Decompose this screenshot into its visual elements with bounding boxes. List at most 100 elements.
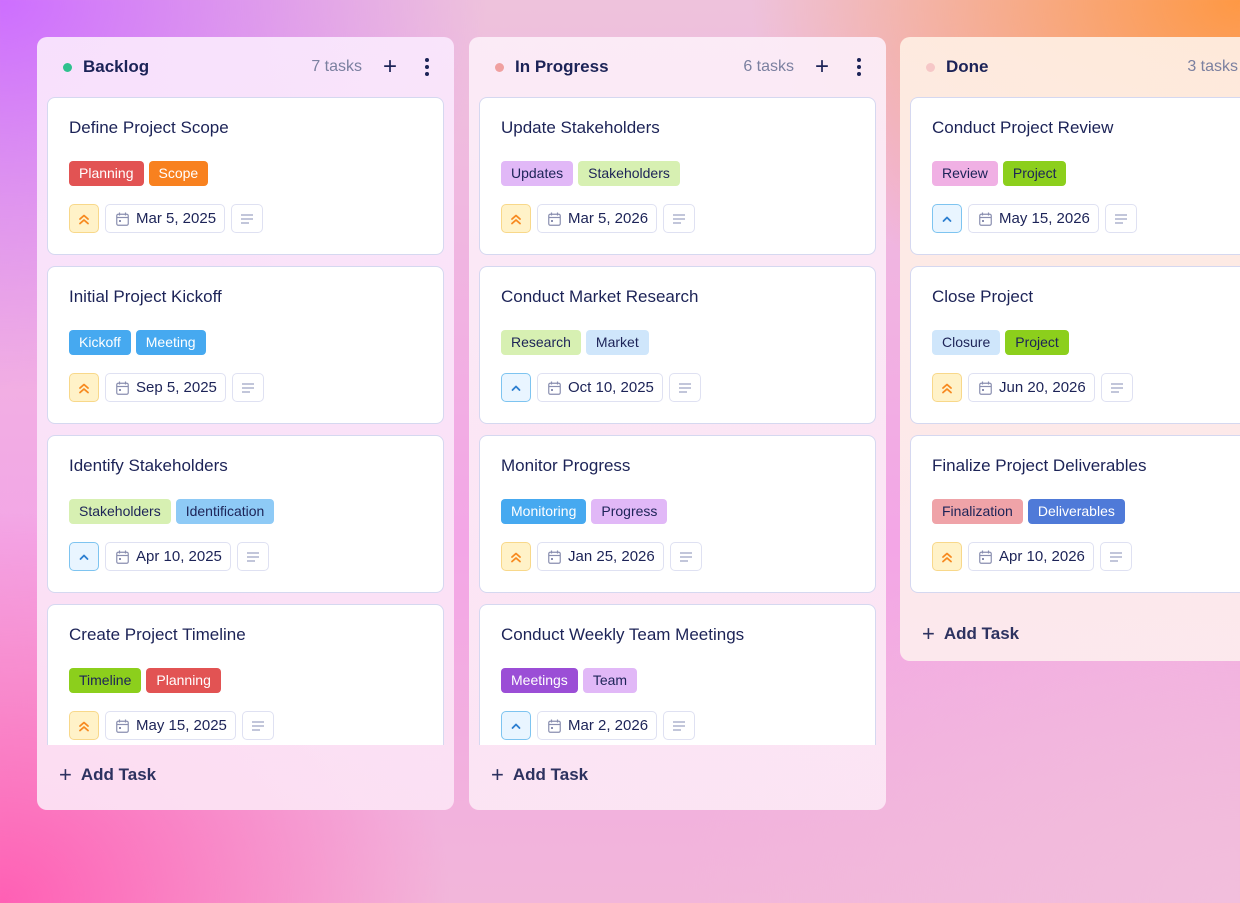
priority-high-badge[interactable] — [932, 373, 962, 402]
due-date-chip[interactable]: Jan 25, 2026 — [537, 542, 664, 571]
due-date-chip[interactable]: Mar 5, 2026 — [537, 204, 658, 233]
due-date-chip[interactable]: May 15, 2026 — [968, 204, 1099, 233]
tag-project[interactable]: Project — [1002, 161, 1067, 186]
tag-research[interactable]: Research — [501, 330, 581, 355]
task-meta: Oct 10, 2025 — [501, 373, 855, 402]
priority-medium-badge[interactable] — [69, 542, 99, 571]
notes-button[interactable] — [231, 373, 264, 402]
tag-meeting[interactable]: Meeting — [135, 330, 206, 355]
task-card[interactable]: Update Stakeholders Updates Stakeholders … — [479, 97, 876, 255]
card-list[interactable]: Define Project Scope Planning Scope Mar 5… — [47, 97, 444, 745]
due-date-chip[interactable]: Mar 5, 2025 — [105, 204, 226, 233]
task-title: Close Project — [932, 287, 1034, 306]
tag-deliverables[interactable]: Deliverables — [1027, 499, 1125, 524]
due-date-chip[interactable]: Apr 10, 2026 — [968, 542, 1094, 571]
notes-button[interactable] — [1104, 204, 1137, 233]
tag-meetings[interactable]: Meetings — [501, 668, 578, 693]
priority-high-badge[interactable] — [69, 204, 99, 233]
due-date-chip[interactable]: Mar 2, 2026 — [537, 711, 658, 740]
notes-button[interactable] — [663, 204, 696, 233]
tag-project[interactable]: Project — [1005, 330, 1069, 355]
notes-lines-icon — [246, 551, 259, 562]
notes-button[interactable] — [241, 711, 274, 740]
task-card[interactable]: Conduct Weekly Team Meetings Meetings Tea… — [479, 604, 876, 745]
priority-high-badge[interactable] — [932, 542, 962, 571]
tag-team[interactable]: Team — [582, 668, 638, 693]
due-date: Oct 10, 2025 — [568, 379, 654, 396]
tag-list: Meetings Team — [501, 668, 855, 693]
task-card[interactable]: Conduct Project Review Review Project May… — [910, 97, 1240, 255]
add-task-button[interactable]: + Add Task — [491, 764, 588, 786]
add-task-button[interactable]: + Add Task — [922, 623, 1019, 645]
calendar-icon — [116, 212, 129, 226]
due-date-chip[interactable]: Jun 20, 2026 — [968, 373, 1095, 402]
tag-progress[interactable]: Progress — [591, 499, 668, 524]
tag-market[interactable]: Market — [585, 330, 649, 355]
chevrons-up-icon — [942, 552, 952, 562]
task-card[interactable]: Conduct Market Research Research Market O… — [479, 266, 876, 424]
due-date-chip[interactable]: Sep 5, 2025 — [105, 373, 226, 402]
tag-review[interactable]: Review — [932, 161, 998, 186]
add-task-icon-button[interactable]: + — [382, 53, 397, 80]
task-card[interactable]: Finalize Project Deliverables Finalizati… — [910, 435, 1240, 593]
card-list[interactable]: Conduct Project Review Review Project May… — [910, 97, 1240, 604]
priority-medium-badge[interactable] — [501, 711, 531, 740]
tag-timeline[interactable]: Timeline — [69, 668, 142, 693]
due-date: Apr 10, 2025 — [136, 548, 222, 565]
tag-kickoff[interactable]: Kickoff — [69, 330, 131, 355]
task-card[interactable]: Create Project Timeline Timeline Planning… — [47, 604, 444, 745]
tag-list: Monitoring Progress — [501, 499, 855, 524]
tag-list: Review Project — [932, 161, 1230, 186]
tag-scope[interactable]: Scope — [148, 161, 209, 186]
tag-stakeholders[interactable]: Stakeholders — [69, 499, 171, 524]
notes-button[interactable] — [231, 204, 264, 233]
more-options-icon[interactable] — [422, 58, 432, 76]
due-date-chip[interactable]: Apr 10, 2025 — [105, 542, 231, 571]
tag-finalization[interactable]: Finalization — [932, 499, 1023, 524]
notes-button[interactable] — [663, 711, 696, 740]
notes-button[interactable] — [1099, 542, 1132, 571]
priority-high-badge[interactable] — [69, 711, 99, 740]
due-date: Apr 10, 2026 — [999, 548, 1085, 565]
tag-planning[interactable]: Planning — [69, 161, 144, 186]
notes-lines-icon — [679, 551, 692, 562]
tag-closure[interactable]: Closure — [932, 330, 1001, 355]
task-card[interactable]: Close Project Closure Project Jun 20, 202… — [910, 266, 1240, 424]
card-list[interactable]: Update Stakeholders Updates Stakeholders … — [479, 97, 876, 745]
chevrons-up-icon — [511, 552, 521, 562]
tag-monitoring[interactable]: Monitoring — [501, 499, 587, 524]
priority-high-badge[interactable] — [501, 204, 531, 233]
priority-medium-badge[interactable] — [501, 373, 531, 402]
chevron-up-icon — [511, 723, 521, 729]
priority-high-badge[interactable] — [501, 542, 531, 571]
tag-stakeholders[interactable]: Stakeholders — [578, 161, 680, 186]
tag-identification[interactable]: Identification — [175, 499, 275, 524]
tag-list: Updates Stakeholders — [501, 161, 855, 186]
task-card[interactable]: Define Project Scope Planning Scope Mar 5… — [47, 97, 444, 255]
task-card[interactable]: Identify Stakeholders Stakeholders Identi… — [47, 435, 444, 593]
due-date-chip[interactable]: May 15, 2025 — [105, 711, 236, 740]
chevrons-up-icon — [79, 721, 89, 731]
priority-high-badge[interactable] — [69, 373, 99, 402]
notes-button[interactable] — [668, 373, 701, 402]
tag-planning[interactable]: Planning — [146, 668, 221, 693]
due-date-chip[interactable]: Oct 10, 2025 — [537, 373, 663, 402]
due-date: May 15, 2025 — [136, 717, 227, 734]
calendar-icon — [116, 381, 129, 395]
more-options-icon[interactable] — [854, 58, 864, 76]
calendar-icon — [548, 550, 561, 564]
notes-button[interactable] — [669, 542, 702, 571]
tag-list: Research Market — [501, 330, 855, 355]
task-title: Define Project Scope — [69, 118, 229, 137]
priority-medium-badge[interactable] — [932, 204, 962, 233]
tag-updates[interactable]: Updates — [501, 161, 574, 186]
notes-button[interactable] — [236, 542, 269, 571]
task-card[interactable]: Initial Project Kickoff Kickoff Meeting S… — [47, 266, 444, 424]
tag-list: Kickoff Meeting — [69, 330, 423, 355]
add-task-button[interactable]: + Add Task — [59, 764, 156, 786]
plus-icon: + — [922, 621, 935, 646]
status-dot — [926, 62, 935, 72]
task-card[interactable]: Monitor Progress Monitoring Progress Jan … — [479, 435, 876, 593]
add-task-icon-button[interactable]: + — [814, 53, 829, 80]
notes-button[interactable] — [1100, 373, 1133, 402]
